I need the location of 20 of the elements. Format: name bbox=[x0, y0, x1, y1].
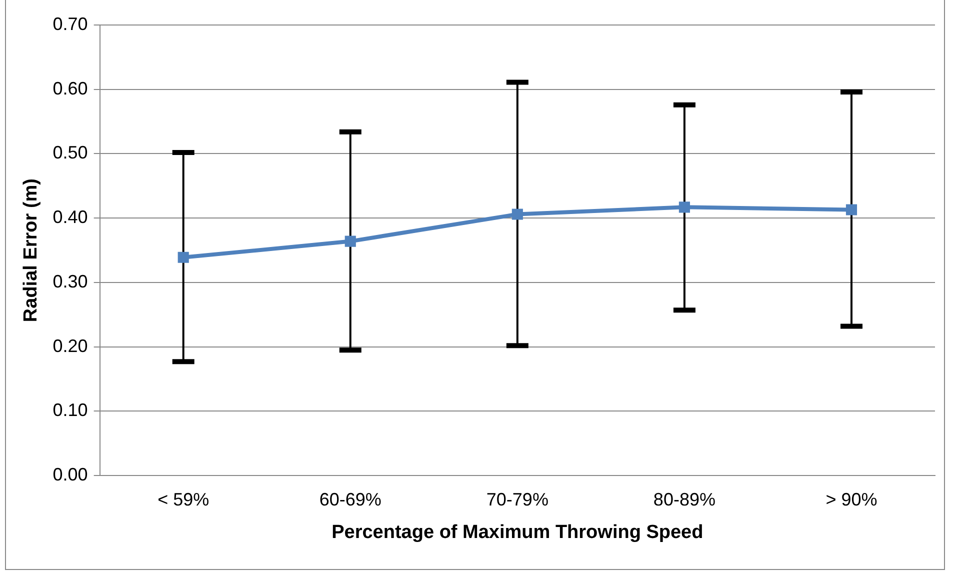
y-tick-label: 0.10 bbox=[52, 400, 88, 420]
y-tick-label: 0.30 bbox=[52, 271, 88, 292]
y-tick-label: 0.20 bbox=[52, 336, 88, 356]
x-tick-label: > 90% bbox=[826, 489, 878, 510]
y-tick-label: 0.50 bbox=[52, 142, 88, 163]
point bbox=[846, 204, 858, 216]
point bbox=[344, 236, 356, 247]
point bbox=[512, 208, 523, 220]
point bbox=[678, 202, 690, 213]
x-tick-label: 70-79% bbox=[486, 489, 548, 510]
y-tick-label: 0.60 bbox=[52, 78, 88, 98]
x-tick-label: 80-89% bbox=[653, 489, 716, 510]
y-tick-label: 0.00 bbox=[52, 464, 88, 485]
point bbox=[178, 252, 189, 263]
y-tick-label: 0.70 bbox=[52, 14, 88, 34]
y-tick-label: 0.40 bbox=[52, 207, 88, 228]
x-tick-label: 60-69% bbox=[319, 489, 382, 510]
y-axis-title: Radial Error (m) bbox=[20, 178, 42, 322]
x-tick-label: < 59% bbox=[158, 489, 210, 510]
x-axis-title: Percentage of Maximum Throwing Speed bbox=[332, 522, 704, 543]
